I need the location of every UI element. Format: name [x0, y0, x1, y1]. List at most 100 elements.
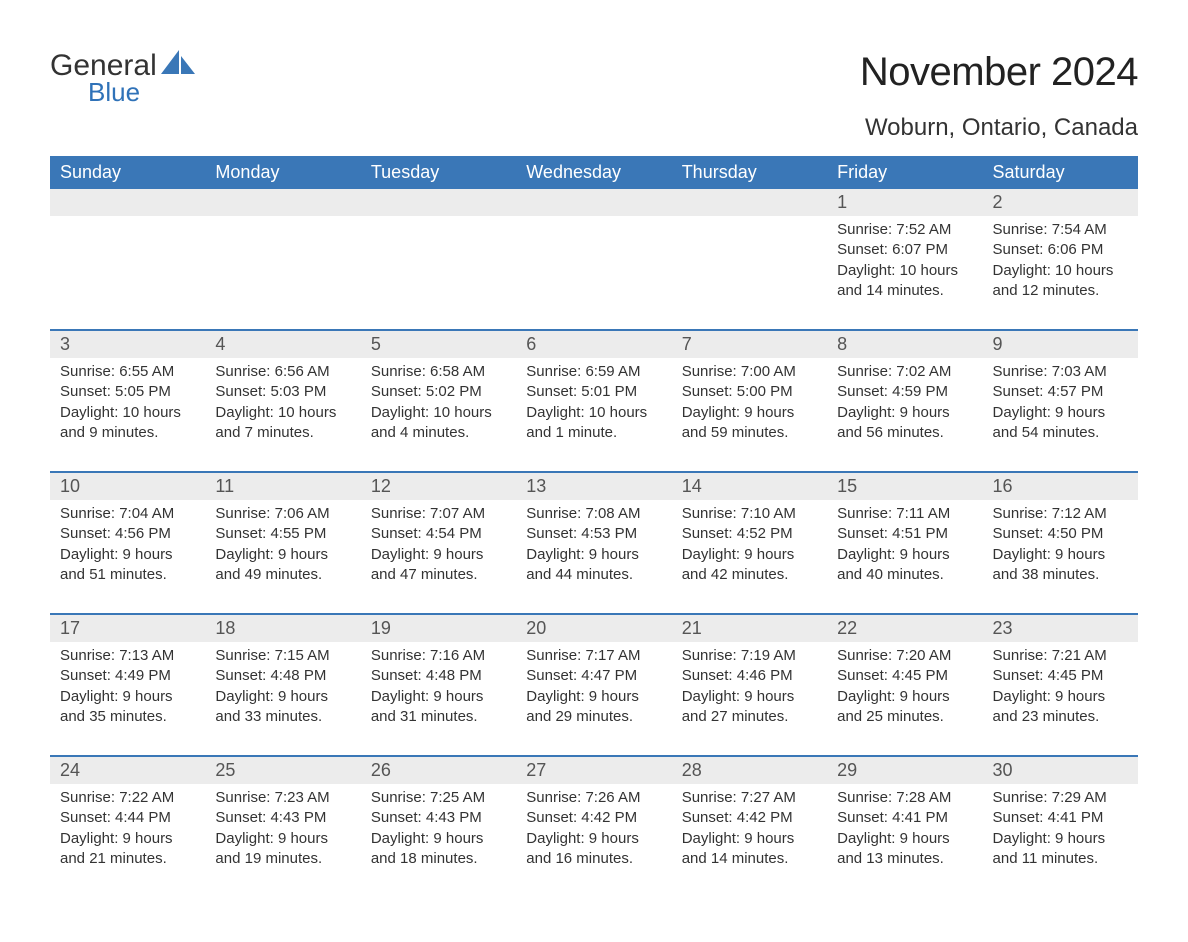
day-number: 22 [827, 614, 982, 642]
sunrise-text: Sunrise: 7:00 AM [682, 362, 817, 382]
sunrise-text: Sunrise: 7:16 AM [371, 646, 506, 666]
weekday-header: Saturday [983, 156, 1138, 189]
daylight-text: Daylight: 9 hours and 23 minutes. [993, 687, 1128, 728]
day-cell: Sunrise: 7:19 AMSunset: 4:46 PMDaylight:… [672, 642, 827, 756]
daynum-row: 12 [50, 189, 1138, 216]
sunset-text: Sunset: 4:42 PM [526, 808, 661, 828]
location-subtitle: Woburn, Ontario, Canada [50, 114, 1138, 142]
day-cell [672, 216, 827, 330]
weekday-header: Tuesday [361, 156, 516, 189]
day-number: 13 [516, 472, 671, 500]
day-number: 4 [205, 330, 360, 358]
day-cell: Sunrise: 7:08 AMSunset: 4:53 PMDaylight:… [516, 500, 671, 614]
sunrise-text: Sunrise: 7:03 AM [993, 362, 1128, 382]
day-cell: Sunrise: 7:07 AMSunset: 4:54 PMDaylight:… [361, 500, 516, 614]
day-cell: Sunrise: 7:28 AMSunset: 4:41 PMDaylight:… [827, 784, 982, 892]
daylight-text: Daylight: 9 hours and 14 minutes. [682, 829, 817, 870]
day-number: 26 [361, 756, 516, 784]
day-cell: Sunrise: 7:23 AMSunset: 4:43 PMDaylight:… [205, 784, 360, 892]
day-cell: Sunrise: 7:25 AMSunset: 4:43 PMDaylight:… [361, 784, 516, 892]
daylight-text: Daylight: 9 hours and 13 minutes. [837, 829, 972, 870]
sunset-text: Sunset: 4:49 PM [60, 666, 195, 686]
sunset-text: Sunset: 4:54 PM [371, 524, 506, 544]
content-row: Sunrise: 7:13 AMSunset: 4:49 PMDaylight:… [50, 642, 1138, 756]
sunrise-text: Sunrise: 7:25 AM [371, 788, 506, 808]
sunrise-text: Sunrise: 7:21 AM [993, 646, 1128, 666]
day-cell: Sunrise: 7:26 AMSunset: 4:42 PMDaylight:… [516, 784, 671, 892]
sunrise-text: Sunrise: 7:52 AM [837, 220, 972, 240]
day-number: 30 [983, 756, 1138, 784]
daylight-text: Daylight: 9 hours and 19 minutes. [215, 829, 350, 870]
sunrise-text: Sunrise: 7:11 AM [837, 504, 972, 524]
day-cell: Sunrise: 7:27 AMSunset: 4:42 PMDaylight:… [672, 784, 827, 892]
sunset-text: Sunset: 5:00 PM [682, 382, 817, 402]
day-number [50, 189, 205, 216]
daynum-row: 3456789 [50, 330, 1138, 358]
day-number: 28 [672, 756, 827, 784]
sunset-text: Sunset: 6:07 PM [837, 240, 972, 260]
sunset-text: Sunset: 4:52 PM [682, 524, 817, 544]
sunset-text: Sunset: 4:43 PM [215, 808, 350, 828]
sunset-text: Sunset: 4:42 PM [682, 808, 817, 828]
day-number: 3 [50, 330, 205, 358]
sunset-text: Sunset: 4:51 PM [837, 524, 972, 544]
day-number: 27 [516, 756, 671, 784]
daylight-text: Daylight: 9 hours and 49 minutes. [215, 545, 350, 586]
day-cell: Sunrise: 7:20 AMSunset: 4:45 PMDaylight:… [827, 642, 982, 756]
daylight-text: Daylight: 10 hours and 14 minutes. [837, 261, 972, 302]
day-cell [50, 216, 205, 330]
daylight-text: Daylight: 10 hours and 12 minutes. [993, 261, 1128, 302]
sunset-text: Sunset: 4:50 PM [993, 524, 1128, 544]
day-cell: Sunrise: 7:22 AMSunset: 4:44 PMDaylight:… [50, 784, 205, 892]
daylight-text: Daylight: 9 hours and 59 minutes. [682, 403, 817, 444]
day-number: 19 [361, 614, 516, 642]
sunset-text: Sunset: 4:59 PM [837, 382, 972, 402]
day-number: 6 [516, 330, 671, 358]
weekday-header: Sunday [50, 156, 205, 189]
day-cell: Sunrise: 6:58 AMSunset: 5:02 PMDaylight:… [361, 358, 516, 472]
day-cell: Sunrise: 7:54 AMSunset: 6:06 PMDaylight:… [983, 216, 1138, 330]
sunset-text: Sunset: 4:44 PM [60, 808, 195, 828]
day-cell: Sunrise: 6:59 AMSunset: 5:01 PMDaylight:… [516, 358, 671, 472]
sunset-text: Sunset: 4:56 PM [60, 524, 195, 544]
weekday-header: Wednesday [516, 156, 671, 189]
content-row: Sunrise: 6:55 AMSunset: 5:05 PMDaylight:… [50, 358, 1138, 472]
daylight-text: Daylight: 9 hours and 25 minutes. [837, 687, 972, 728]
sunset-text: Sunset: 4:55 PM [215, 524, 350, 544]
day-cell: Sunrise: 7:16 AMSunset: 4:48 PMDaylight:… [361, 642, 516, 756]
header-row: General Blue November 2024 [50, 50, 1138, 108]
day-cell: Sunrise: 7:17 AMSunset: 4:47 PMDaylight:… [516, 642, 671, 756]
day-cell [361, 216, 516, 330]
day-number: 29 [827, 756, 982, 784]
day-cell: Sunrise: 7:04 AMSunset: 4:56 PMDaylight:… [50, 500, 205, 614]
day-number: 16 [983, 472, 1138, 500]
daylight-text: Daylight: 9 hours and 11 minutes. [993, 829, 1128, 870]
daylight-text: Daylight: 9 hours and 31 minutes. [371, 687, 506, 728]
day-number: 5 [361, 330, 516, 358]
day-number: 17 [50, 614, 205, 642]
day-number: 7 [672, 330, 827, 358]
sunset-text: Sunset: 4:46 PM [682, 666, 817, 686]
sunset-text: Sunset: 4:48 PM [371, 666, 506, 686]
sunset-text: Sunset: 4:48 PM [215, 666, 350, 686]
daylight-text: Daylight: 9 hours and 44 minutes. [526, 545, 661, 586]
daylight-text: Daylight: 9 hours and 16 minutes. [526, 829, 661, 870]
sunset-text: Sunset: 5:03 PM [215, 382, 350, 402]
day-cell: Sunrise: 6:56 AMSunset: 5:03 PMDaylight:… [205, 358, 360, 472]
sunset-text: Sunset: 4:45 PM [993, 666, 1128, 686]
day-number: 12 [361, 472, 516, 500]
sunrise-text: Sunrise: 7:02 AM [837, 362, 972, 382]
sunrise-text: Sunrise: 6:56 AM [215, 362, 350, 382]
day-cell: Sunrise: 7:13 AMSunset: 4:49 PMDaylight:… [50, 642, 205, 756]
sunset-text: Sunset: 5:02 PM [371, 382, 506, 402]
daylight-text: Daylight: 9 hours and 18 minutes. [371, 829, 506, 870]
sunrise-text: Sunrise: 7:23 AM [215, 788, 350, 808]
daylight-text: Daylight: 10 hours and 4 minutes. [371, 403, 506, 444]
day-cell: Sunrise: 7:00 AMSunset: 5:00 PMDaylight:… [672, 358, 827, 472]
daylight-text: Daylight: 9 hours and 38 minutes. [993, 545, 1128, 586]
sunrise-text: Sunrise: 7:04 AM [60, 504, 195, 524]
sunset-text: Sunset: 4:41 PM [993, 808, 1128, 828]
sunrise-text: Sunrise: 7:15 AM [215, 646, 350, 666]
day-number: 23 [983, 614, 1138, 642]
weekday-header-row: SundayMondayTuesdayWednesdayThursdayFrid… [50, 156, 1138, 189]
